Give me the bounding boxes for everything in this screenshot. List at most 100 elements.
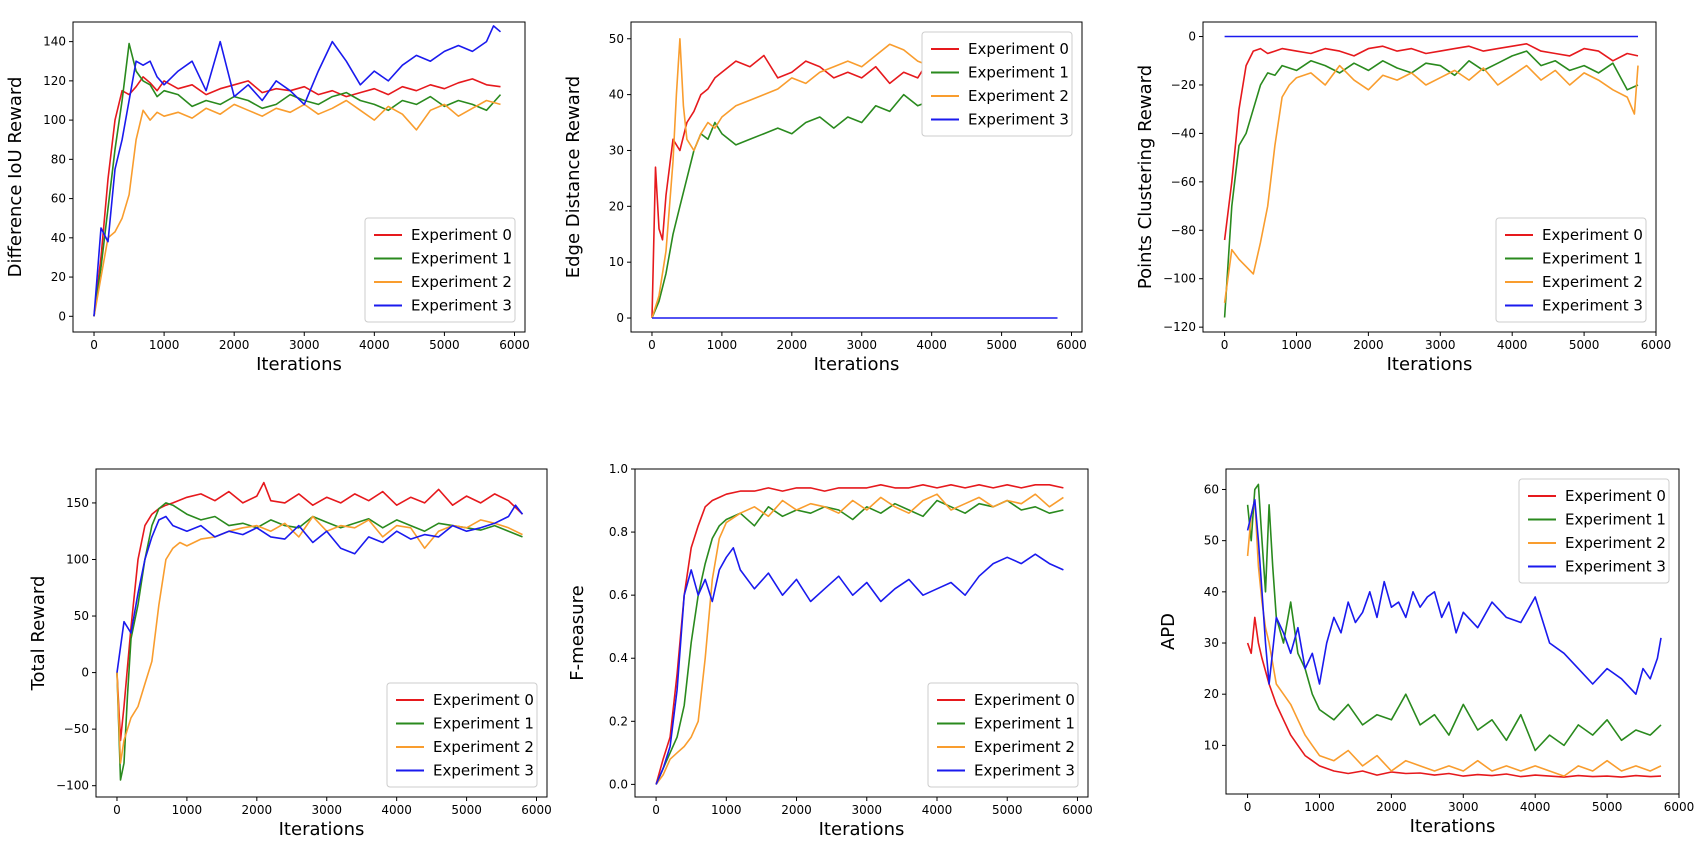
legend-entry-label: Experiment 3 [433, 762, 534, 780]
y-axis-label: F-measure [567, 585, 588, 680]
y-tick-label: 50 [609, 32, 624, 46]
legend-entry-label: Experiment 2 [433, 738, 534, 756]
legend-entry-label: Experiment 1 [433, 715, 534, 733]
y-axis-label: Total Reward [28, 576, 49, 692]
x-tick-label: 0 [90, 338, 98, 352]
legend-entry-label: Experiment 2 [974, 738, 1075, 756]
x-tick-label: 2000 [1353, 338, 1384, 352]
y-tick-label: −40 [1171, 126, 1196, 140]
chart-panel-total-reward: 0 1000 2000 3000 4000 5000 6000 −100 −50 0 50 100 15… [28, 468, 552, 840]
x-axis-label: Iterations [1410, 816, 1496, 837]
legend-box [386, 682, 538, 788]
y-axis-label: APD [1158, 613, 1179, 650]
series-line-experiment-1 [93, 42, 502, 317]
x-tick-label: 3000 [289, 338, 320, 352]
x-tick-label: 5000 [451, 803, 482, 817]
y-tick-label: −80 [1171, 223, 1196, 237]
legend-entry-label: Experiment 1 [974, 715, 1075, 733]
chart-panel-apd: 0 1000 2000 3000 4000 5000 6000 10 20 30 40 50 60 Ite… [1158, 468, 1695, 837]
legend-entry-label: Experiment 3 [1565, 558, 1666, 576]
x-tick-label: 6000 [499, 338, 530, 352]
series-line-experiment-3 [93, 25, 502, 317]
chart-panel-edge-distance-reward: 0 1000 2000 3000 4000 5000 6000 0 10 20 30 40 50 Iter… [563, 21, 1087, 375]
y-axis-label: Difference IoU Reward [5, 77, 26, 278]
legend-box [927, 682, 1079, 788]
legend-box [364, 217, 516, 323]
x-tick-label: 0 [1221, 338, 1229, 352]
y-tick-label: 40 [609, 88, 624, 102]
x-tick-label: 2000 [219, 338, 250, 352]
y-tick-label: 60 [1204, 482, 1219, 496]
legend-entry-label: Experiment 1 [1565, 511, 1666, 529]
y-tick-label: 1.0 [609, 462, 628, 476]
series-line-experiment-1 [1246, 483, 1662, 752]
series-line-experiment-3 [1246, 498, 1662, 696]
x-axis-label: Iterations [256, 354, 342, 375]
legend: Experiment 0 Experiment 1 Experiment 2 Expe… [1495, 217, 1647, 323]
series-line-experiment-3 [655, 546, 1064, 785]
chart-panel-difference-iou-reward: 0 1000 2000 3000 4000 5000 6000 0 20 40 60 80 100 120… [5, 21, 530, 375]
y-tick-label: 140 [43, 35, 66, 49]
y-tick-label: 20 [1204, 687, 1219, 701]
x-tick-label: 6000 [1641, 338, 1672, 352]
series-line-experiment-2 [1223, 64, 1639, 304]
x-tick-label: 6000 [1664, 800, 1695, 814]
y-tick-label: 30 [1204, 636, 1219, 650]
x-tick-label: 4000 [381, 803, 412, 817]
legend-entry-label: Experiment 0 [968, 40, 1069, 58]
legend-entry-label: Experiment 3 [974, 762, 1075, 780]
x-tick-label: 5000 [992, 803, 1023, 817]
x-tick-label: 4000 [359, 338, 390, 352]
x-tick-label: 0 [113, 803, 121, 817]
legend-box [921, 31, 1073, 137]
series-line-experiment-0 [1246, 616, 1662, 778]
y-tick-label: 20 [609, 199, 624, 213]
x-tick-label: 5000 [1569, 338, 1600, 352]
y-tick-label: 0.0 [609, 777, 628, 791]
y-tick-label: −120 [1163, 320, 1196, 334]
series-line-experiment-1 [1223, 50, 1639, 318]
x-axis-label: Iterations [1387, 354, 1473, 375]
y-tick-label: 0 [81, 666, 89, 680]
y-axis-label: Points Clustering Reward [1135, 65, 1156, 289]
x-tick-label: 0 [1244, 800, 1252, 814]
y-tick-label: −20 [1171, 78, 1196, 92]
y-tick-label: 30 [609, 143, 624, 157]
legend-entry-label: Experiment 3 [411, 297, 512, 315]
legend-entry-label: Experiment 1 [968, 64, 1069, 82]
x-tick-label: 1000 [711, 803, 742, 817]
series-line-experiment-0 [1223, 42, 1639, 241]
legend: Experiment 0 Experiment 1 Experiment 2 Expe… [386, 682, 538, 788]
x-tick-label: 2000 [242, 803, 273, 817]
x-tick-label: 0 [652, 803, 660, 817]
legend: Experiment 0 Experiment 1 Experiment 2 Expe… [1518, 478, 1670, 584]
x-tick-label: 6000 [1056, 338, 1087, 352]
y-tick-label: 0.8 [609, 525, 628, 539]
series-line-experiment-0 [93, 76, 501, 317]
series-line-experiment-2 [93, 99, 501, 317]
series-line-experiment-2 [116, 515, 523, 764]
x-tick-label: 2000 [1376, 800, 1407, 814]
y-tick-label: 100 [43, 113, 66, 127]
y-tick-label: 80 [51, 152, 66, 166]
legend-entry-label: Experiment 0 [1565, 487, 1666, 505]
x-axis-label: Iterations [819, 819, 905, 840]
x-tick-label: 4000 [922, 803, 953, 817]
legend: Experiment 0 Experiment 1 Experiment 2 Expe… [921, 31, 1073, 137]
y-tick-label: 0.6 [609, 588, 628, 602]
x-tick-label: 1000 [149, 338, 180, 352]
y-axis-label: Edge Distance Reward [563, 76, 584, 278]
legend-entry-label: Experiment 2 [1565, 534, 1666, 552]
y-tick-label: 60 [51, 192, 66, 206]
x-tick-label: 2000 [781, 803, 812, 817]
x-axis-label: Iterations [279, 819, 365, 840]
legend-entry-label: Experiment 2 [968, 87, 1069, 105]
x-tick-label: 5000 [986, 338, 1017, 352]
x-tick-label: 5000 [429, 338, 460, 352]
y-tick-label: −100 [56, 779, 89, 793]
y-tick-label: 150 [66, 496, 89, 510]
y-tick-label: 0 [58, 309, 66, 323]
x-tick-label: 1000 [707, 338, 738, 352]
x-tick-label: 1000 [172, 803, 203, 817]
series-line-experiment-0 [655, 483, 1064, 785]
